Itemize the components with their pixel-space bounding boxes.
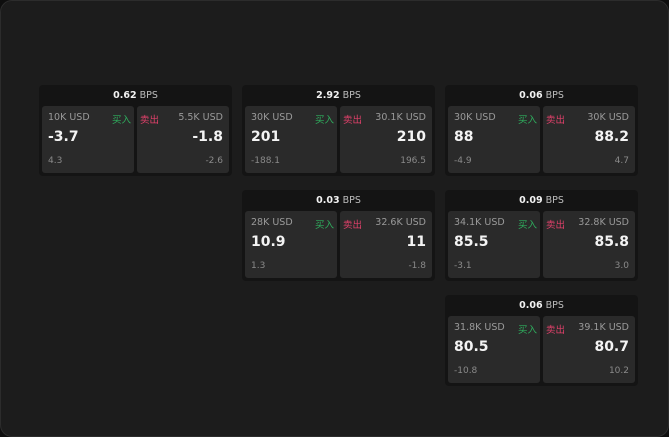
quote-card: 0.09 BPS 34.1K USD 买入 85.5 -3.1 卖出 32.8K… (445, 190, 638, 281)
sell-change: 4.7 (614, 156, 629, 166)
spread-value: 0.09 (519, 195, 543, 206)
sell-price: 80.7 (594, 339, 629, 355)
quote-card: 0.06 BPS 31.8K USD 买入 80.5 -10.8 卖出 39.1… (445, 295, 638, 386)
spread-value: 0.62 (113, 90, 137, 101)
sell-price: 85.8 (594, 234, 629, 250)
buy-label: 买入 (314, 220, 334, 231)
sell-change: -2.6 (205, 156, 223, 166)
buy-price: -3.7 (48, 129, 79, 145)
buy-label: 买入 (517, 115, 537, 126)
buy-amount: 31.8K USD (454, 322, 505, 333)
buy-price: 10.9 (251, 234, 286, 250)
buy-price: 80.5 (454, 339, 489, 355)
buy-change: 1.3 (251, 261, 266, 271)
sell-label: 卖出 (546, 115, 566, 126)
quote-card: 0.62 BPS 10K USD 买入 -3.7 4.3 卖出 5.5K USD… (39, 85, 232, 176)
buy-change: -10.8 (454, 366, 478, 376)
buy-change: 4.3 (48, 156, 63, 166)
quote-card: 0.06 BPS 30K USD 买入 88 -4.9 卖出 30K USD 8… (445, 85, 638, 176)
buy-quote-button[interactable]: 30K USD 买入 201 -188.1 (245, 106, 337, 173)
buy-quote-button[interactable]: 10K USD 买入 -3.7 4.3 (42, 106, 134, 173)
quote-card: 2.92 BPS 30K USD 买入 201 -188.1 卖出 30.1K … (242, 85, 435, 176)
sell-quote-button[interactable]: 卖出 5.5K USD -1.8 -2.6 (137, 106, 229, 173)
buy-amount: 30K USD (251, 112, 293, 123)
sell-amount: 39.1K USD (578, 322, 629, 333)
buy-quote-button[interactable]: 30K USD 买入 88 -4.9 (448, 106, 540, 173)
sell-label: 卖出 (546, 220, 566, 231)
buy-amount: 28K USD (251, 217, 293, 228)
sell-change: 10.2 (608, 366, 629, 376)
sell-amount: 30.1K USD (375, 112, 426, 123)
sell-change: 3.0 (614, 261, 629, 271)
spread-header: 0.06 BPS (445, 85, 638, 106)
sell-label: 卖出 (140, 115, 160, 126)
quote-card: 0.03 BPS 28K USD 买入 10.9 1.3 卖出 32.6K US… (242, 190, 435, 281)
spread-value: 0.06 (519, 300, 543, 311)
sell-amount: 32.8K USD (578, 217, 629, 228)
sell-price: 88.2 (594, 129, 629, 145)
sell-price: 11 (406, 234, 426, 250)
sell-quote-button[interactable]: 卖出 30K USD 88.2 4.7 (543, 106, 635, 173)
sell-amount: 32.6K USD (375, 217, 426, 228)
spread-header: 0.03 BPS (242, 190, 435, 211)
sell-label: 卖出 (546, 325, 566, 336)
spread-header: 0.62 BPS (39, 85, 232, 106)
spread-unit: BPS (545, 90, 564, 101)
buy-label: 买入 (111, 115, 131, 126)
buy-quote-button[interactable]: 31.8K USD 买入 80.5 -10.8 (448, 316, 540, 383)
buy-price: 88 (454, 129, 474, 145)
buy-change: -4.9 (454, 156, 472, 166)
spread-header: 0.06 BPS (445, 295, 638, 316)
buy-label: 买入 (314, 115, 334, 126)
buy-price: 201 (251, 129, 281, 145)
sell-change: -1.8 (408, 261, 426, 271)
sell-price: -1.8 (192, 129, 223, 145)
buy-quote-button[interactable]: 34.1K USD 买入 85.5 -3.1 (448, 211, 540, 278)
buy-change: -3.1 (454, 261, 472, 271)
sell-label: 卖出 (343, 220, 363, 231)
spread-unit: BPS (139, 90, 158, 101)
spread-value: 0.06 (519, 90, 543, 101)
sell-quote-button[interactable]: 卖出 30.1K USD 210 196.5 (340, 106, 432, 173)
spread-header: 0.09 BPS (445, 190, 638, 211)
spread-unit: BPS (342, 195, 361, 206)
buy-label: 买入 (517, 325, 537, 336)
buy-quote-button[interactable]: 28K USD 买入 10.9 1.3 (245, 211, 337, 278)
spread-unit: BPS (545, 195, 564, 206)
buy-change: -188.1 (251, 156, 281, 166)
sell-amount: 5.5K USD (178, 112, 223, 123)
buy-price: 85.5 (454, 234, 489, 250)
buy-amount: 30K USD (454, 112, 496, 123)
sell-quote-button[interactable]: 卖出 39.1K USD 80.7 10.2 (543, 316, 635, 383)
spread-unit: BPS (545, 300, 564, 311)
sell-change: 196.5 (400, 156, 426, 166)
spread-value: 2.92 (316, 90, 340, 101)
sell-quote-button[interactable]: 卖出 32.6K USD 11 -1.8 (340, 211, 432, 278)
sell-price: 210 (396, 129, 426, 145)
spread-value: 0.03 (316, 195, 340, 206)
sell-amount: 30K USD (587, 112, 629, 123)
buy-label: 买入 (517, 220, 537, 231)
sell-quote-button[interactable]: 卖出 32.8K USD 85.8 3.0 (543, 211, 635, 278)
spread-header: 2.92 BPS (242, 85, 435, 106)
sell-label: 卖出 (343, 115, 363, 126)
buy-amount: 34.1K USD (454, 217, 505, 228)
spread-unit: BPS (342, 90, 361, 101)
buy-amount: 10K USD (48, 112, 90, 123)
